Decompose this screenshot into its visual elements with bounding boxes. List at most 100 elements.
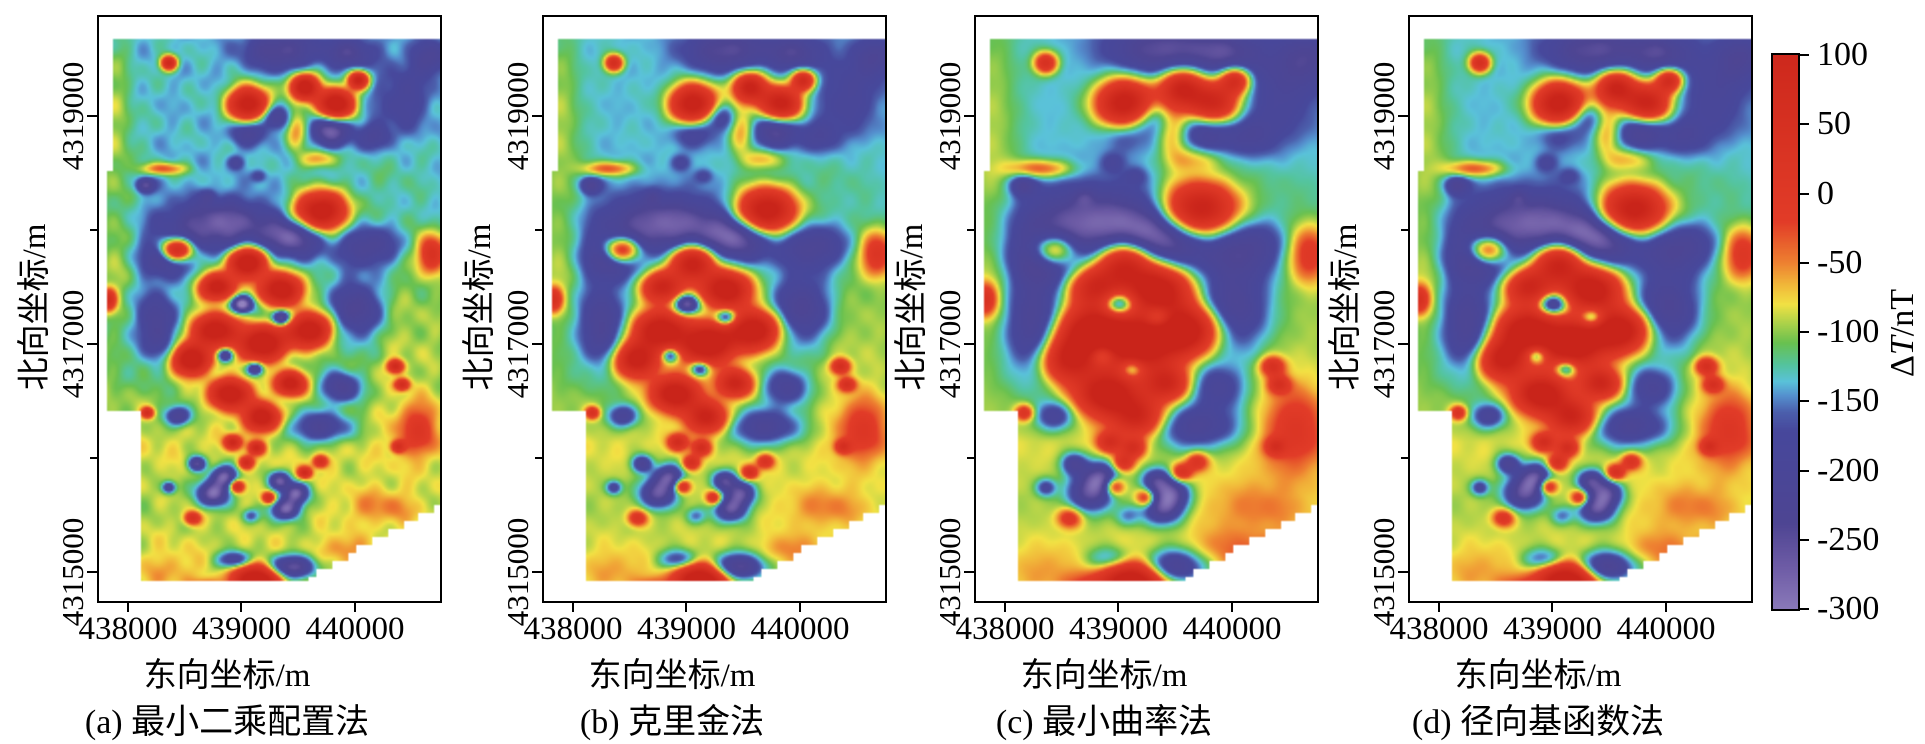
heatmap-canvas-d: [1410, 17, 1751, 601]
colorbar-label-T: T: [1884, 336, 1921, 356]
x-tick-mark: [1230, 603, 1233, 612]
x-tick-label: 439000: [1068, 611, 1168, 647]
y-minor-tick-mark: [967, 456, 974, 459]
x-tick-mark: [571, 603, 574, 612]
x-tick-mark: [1437, 603, 1440, 612]
heatmap-canvas-a: [99, 17, 440, 601]
colorbar-tick-label: -200: [1817, 451, 1880, 489]
y-tick-label: 4317000: [500, 289, 535, 399]
y-axis-label: 北向坐标/m: [17, 223, 53, 391]
y-tick-label: 4315000: [500, 517, 535, 627]
x-tick-label: 440000: [1182, 611, 1282, 647]
colorbar-tick-mark: [1800, 538, 1809, 541]
x-axis-label: 东向坐标/m: [1020, 658, 1188, 694]
x-tick-label: 440000: [1616, 611, 1716, 647]
y-tick-mark: [964, 570, 974, 573]
x-tick-mark: [240, 603, 243, 612]
panel-caption-a: (a) 最小二乘配置法: [84, 704, 370, 741]
colorbar-tick-label: -100: [1817, 313, 1880, 350]
panel-caption-b: (b) 克里金法: [579, 704, 765, 741]
colorbar-tick-label: -50: [1817, 243, 1863, 281]
colorbar-tick-label: 100: [1817, 36, 1868, 73]
y-tick-mark: [964, 342, 974, 345]
y-tick-label: 4319000: [500, 61, 535, 171]
colorbar-tick-mark: [1800, 331, 1809, 333]
x-tick-mark: [1551, 603, 1554, 612]
panel-caption-c: (c) 最小曲率法: [995, 704, 1213, 741]
y-tick-mark: [532, 342, 542, 345]
colorbar-tick-mark: [1800, 400, 1809, 403]
colorbar-tick-label: 0: [1817, 174, 1834, 212]
colorbar-canvas: [1773, 55, 1798, 609]
x-tick-mark: [353, 603, 356, 612]
panel-caption-d: (d) 径向基函数法: [1411, 704, 1665, 741]
colorbar-tick-mark: [1800, 469, 1809, 472]
y-axis-label: 北向坐标/m: [894, 223, 930, 391]
y-tick-mark: [1398, 115, 1408, 117]
plot-area-b: [542, 15, 887, 603]
x-tick-label: 440000: [750, 611, 850, 647]
colorbar-tick-label: -250: [1817, 520, 1880, 558]
x-tick-mark: [1117, 603, 1120, 612]
x-tick-label: 439000: [191, 611, 291, 647]
x-tick-label: 438000: [78, 611, 178, 647]
panel-a: 438000 439000 440000 4315000 4317000 4319000 …: [17, 0, 442, 744]
y-tick-label: 4319000: [1366, 61, 1401, 171]
colorbar: 100 50 0 -50 -100 -150 -200 -250 -300: [1771, 36, 1925, 633]
y-minor-tick-mark: [90, 456, 97, 459]
y-minor-tick-mark: [1401, 456, 1408, 459]
y-minor-tick-mark: [967, 228, 974, 231]
x-tick-label: 438000: [955, 611, 1055, 647]
plot-area-a: [97, 15, 442, 603]
y-axis-label: 北向坐标/m: [462, 223, 498, 391]
colorbar-tick-mark: [1800, 261, 1809, 264]
y-tick-mark: [87, 115, 97, 117]
y-minor-tick-mark: [535, 456, 542, 459]
x-axis-label: 东向坐标/m: [1454, 658, 1622, 694]
y-minor-tick-mark: [1401, 228, 1408, 231]
y-tick-mark: [532, 570, 542, 573]
plot-area-c: [974, 15, 1319, 603]
y-tick-mark: [87, 342, 97, 345]
x-tick-mark: [1003, 603, 1006, 612]
colorbar-tick-label: -300: [1817, 590, 1880, 627]
x-tick-mark: [685, 603, 688, 612]
heatmap-canvas-b: [544, 17, 885, 601]
heatmap-canvas-c: [976, 17, 1317, 601]
y-tick-label: 4319000: [55, 61, 90, 171]
y-tick-label: 4317000: [932, 289, 967, 399]
y-tick-label: 4317000: [55, 289, 90, 399]
colorbar-tick-label: -150: [1817, 382, 1880, 420]
x-tick-mark: [126, 603, 129, 612]
panel-d: 438000 439000 440000 4315000 4317000 4319000 …: [1328, 0, 1753, 744]
x-axis-label: 东向坐标/m: [588, 658, 756, 694]
y-tick-label: 4315000: [932, 517, 967, 627]
colorbar-tick-mark: [1800, 54, 1809, 56]
plot-area-d: [1408, 15, 1753, 603]
y-tick-label: 4317000: [1366, 289, 1401, 399]
y-tick-mark: [1398, 342, 1408, 345]
y-tick-label: 4315000: [55, 517, 90, 627]
x-tick-mark: [798, 603, 801, 612]
x-tick-mark: [1664, 603, 1667, 612]
panel-c: 438000 439000 440000 4315000 4317000 4319000 …: [894, 0, 1319, 744]
y-tick-mark: [1398, 570, 1408, 573]
colorbar-tick-mark: [1800, 123, 1809, 126]
x-tick-label: 439000: [1502, 611, 1602, 647]
y-tick-label: 4319000: [932, 61, 967, 171]
colorbar-gradient: [1771, 53, 1800, 611]
x-axis-label: 东向坐标/m: [143, 658, 311, 694]
y-axis-label: 北向坐标/m: [1328, 223, 1364, 391]
x-tick-label: 439000: [636, 611, 736, 647]
panel-b: 438000 439000 440000 4315000 4317000 4319000 …: [462, 0, 887, 744]
y-tick-label: 4315000: [1366, 517, 1401, 627]
colorbar-tick-mark: [1800, 608, 1809, 610]
colorbar-label-unit: /nT: [1884, 288, 1921, 337]
colorbar-tick-mark: [1800, 192, 1809, 195]
x-tick-label: 440000: [305, 611, 405, 647]
colorbar-label-delta: Δ: [1884, 355, 1921, 378]
y-minor-tick-mark: [90, 228, 97, 231]
x-tick-label: 438000: [523, 611, 623, 647]
y-tick-mark: [87, 570, 97, 573]
